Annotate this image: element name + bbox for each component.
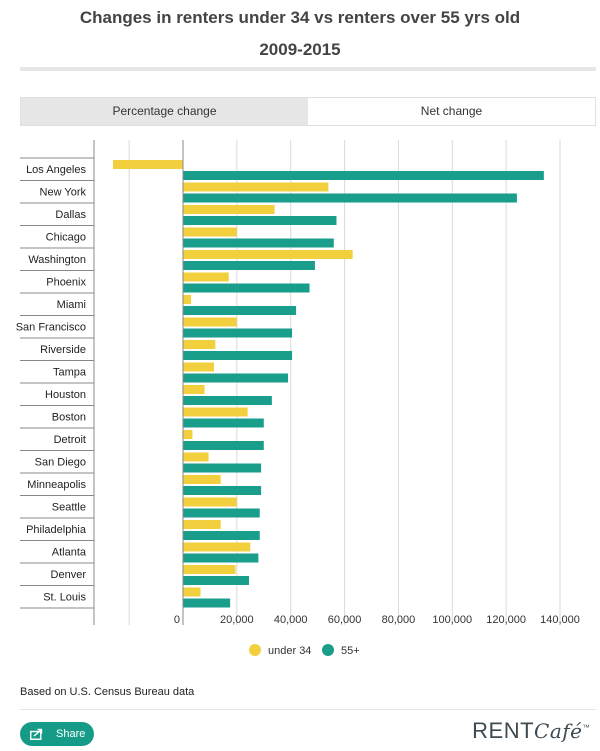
bar-over55 xyxy=(183,576,249,585)
bar-under34 xyxy=(183,407,248,417)
bar-under34 xyxy=(183,475,221,484)
bar-over55 xyxy=(183,306,297,315)
bar-under34 xyxy=(183,272,229,282)
brand-trademark: ™ xyxy=(582,724,590,732)
bar-over55 xyxy=(183,508,260,518)
share-label: Share xyxy=(56,728,86,740)
legend-label-under34: under 34 xyxy=(268,645,311,657)
category-label: Chicago xyxy=(46,232,86,244)
bar-over55 xyxy=(183,441,264,450)
category-label: Detroit xyxy=(54,434,86,446)
x-tick-label: 20,000 xyxy=(220,614,254,626)
brand-main: RENT xyxy=(472,718,535,743)
category-label: Riverside xyxy=(40,344,86,356)
bar-over55 xyxy=(183,553,259,563)
share-button[interactable]: Share xyxy=(20,722,94,746)
x-tick-label: 80,000 xyxy=(382,614,416,626)
x-tick-label: 100,000 xyxy=(432,614,472,626)
tab-net-change[interactable]: Net change xyxy=(308,98,595,125)
share-icon xyxy=(30,728,43,740)
tab-bar: Percentage change Net change xyxy=(20,97,596,126)
bar-over55 xyxy=(183,396,272,405)
x-tick-label: 120,000 xyxy=(486,614,526,626)
category-label: Seattle xyxy=(52,502,86,514)
chart-title: Changes in renters under 34 vs renters o… xyxy=(79,8,521,27)
bar-over55 xyxy=(183,351,293,360)
bar-over55 xyxy=(183,418,264,428)
bar-under34 xyxy=(183,385,205,394)
category-label: Washington xyxy=(28,254,86,266)
legend-swatch-over55 xyxy=(322,644,334,656)
bar-over55 xyxy=(183,486,262,495)
x-tick-label: 40,000 xyxy=(274,614,308,626)
bar-under34 xyxy=(183,205,275,214)
bar-under34 xyxy=(183,520,221,529)
chart-subtitle: 2009-2015 xyxy=(259,40,341,59)
category-label: Dallas xyxy=(55,209,86,221)
category-label: Houston xyxy=(45,389,86,401)
x-tick-label: 60,000 xyxy=(328,614,362,626)
category-label: Miami xyxy=(57,299,86,311)
category-label: Atlanta xyxy=(52,547,87,559)
bar-under34 xyxy=(183,227,237,237)
footer-divider xyxy=(20,709,596,710)
x-tick-label: 0 xyxy=(174,614,180,626)
bar-under34 xyxy=(183,182,329,192)
category-label: San Francisco xyxy=(16,322,86,334)
bar-over55 xyxy=(183,283,310,293)
category-label: Boston xyxy=(52,412,86,424)
bar-under34 xyxy=(183,295,192,304)
category-label: San Diego xyxy=(35,457,86,469)
bar-under34 xyxy=(183,317,237,327)
category-label: Minneapolis xyxy=(27,479,86,491)
bar-under34 xyxy=(183,362,214,372)
category-label: New York xyxy=(40,187,87,199)
bar-over55 xyxy=(183,261,315,270)
bar-over55 xyxy=(183,171,544,180)
bar-under34 xyxy=(183,542,251,552)
bar-under34 xyxy=(183,250,353,259)
bar-under34 xyxy=(183,587,201,597)
legend-label-over55: 55+ xyxy=(341,645,360,657)
bar-over55 xyxy=(183,531,260,540)
category-label: Denver xyxy=(51,569,87,581)
bar-over55 xyxy=(183,216,337,225)
category-label: Phoenix xyxy=(46,277,86,289)
bar-over55 xyxy=(183,373,289,383)
tab-percentage-change[interactable]: Percentage change xyxy=(21,98,308,125)
legend-swatch-under34 xyxy=(249,644,261,656)
bar-over55 xyxy=(183,598,231,608)
bar-chart: Los Angeles New York Dallas Chicago Washingt… xyxy=(16,140,580,657)
category-label: Philadelphia xyxy=(26,524,87,536)
source-note: Based on U.S. Census Bureau data xyxy=(20,686,195,698)
bar-under34 xyxy=(183,452,209,462)
x-tick-label: 140,000 xyxy=(540,614,580,626)
category-label: St. Louis xyxy=(43,592,86,604)
bar-over55 xyxy=(183,238,334,248)
bar-over55 xyxy=(183,193,517,203)
bar-under34 xyxy=(183,497,237,507)
title-divider xyxy=(20,67,596,71)
bar-under34 xyxy=(112,160,183,169)
rentcafe-logo[interactable]: RENTCafé™ xyxy=(472,718,590,744)
category-label: Tampa xyxy=(53,367,87,379)
bar-under34 xyxy=(183,430,193,439)
bar-under34 xyxy=(183,340,216,349)
bar-over55 xyxy=(183,463,262,473)
category-label: Los Angeles xyxy=(26,164,86,176)
bar-under34 xyxy=(183,565,236,574)
bar-over55 xyxy=(183,328,293,338)
brand-script: Café xyxy=(534,719,583,743)
